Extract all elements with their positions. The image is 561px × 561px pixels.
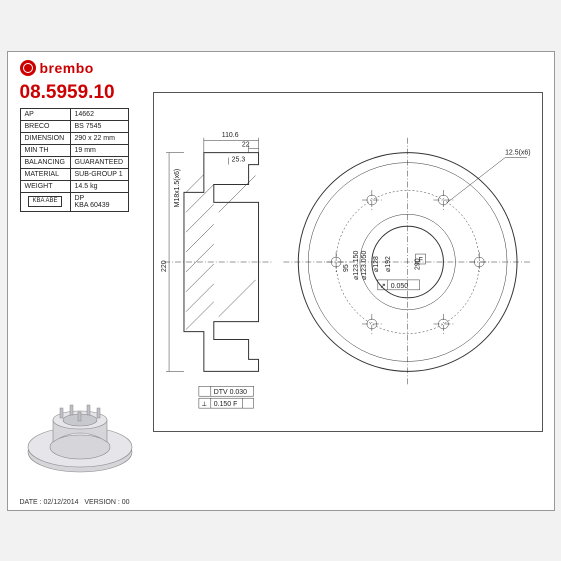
- dim-bolt-hole: 12.5(x6): [505, 149, 530, 156]
- footer: DATE : 02/12/2014 VERSION : 00: [20, 499, 130, 506]
- table-row: MATERIALSUB-GROUP 1: [20, 168, 128, 180]
- svg-text:⟂: ⟂: [201, 401, 206, 408]
- spec-value: BS 7545: [70, 120, 128, 132]
- spec-value: 14662: [70, 108, 128, 120]
- spec-value: 19 mm: [70, 144, 128, 156]
- date-label: DATE :: [20, 499, 42, 506]
- engineering-drawing: 110.6 22 25.3 M18x1.5(x6) 220 DTV 0.030: [153, 92, 543, 432]
- spec-label: AP: [20, 108, 70, 120]
- brembo-logo-icon: [20, 60, 36, 76]
- spec-label: BRECO: [20, 120, 70, 132]
- table-row: WEIGHT14.5 kg: [20, 180, 128, 192]
- isometric-view: [20, 392, 140, 482]
- table-row: KBA ABE DP KBA 60439: [20, 192, 128, 211]
- table-row: BALANCINGGUARANTEED: [20, 156, 128, 168]
- datum-f: F: [418, 257, 422, 264]
- gd-runout: 0.050: [390, 282, 408, 289]
- spec-label: BALANCING: [20, 156, 70, 168]
- version-value: 00: [122, 499, 130, 506]
- dim-thickness: 22: [241, 141, 249, 148]
- spec-label: WEIGHT: [20, 180, 70, 192]
- spec-label: MIN TH: [20, 144, 70, 156]
- part-number: 08.5959.10: [20, 82, 115, 104]
- table-row: MIN TH19 mm: [20, 144, 128, 156]
- table-row: AP14662: [20, 108, 128, 120]
- gd-flat: 0.150 F: [213, 401, 237, 408]
- dim-total-width: 110.6: [221, 131, 238, 138]
- dim-hub-offset: 25.3: [231, 156, 245, 163]
- version-label: VERSION :: [84, 499, 119, 506]
- spec-value: SUB-GROUP 1: [70, 168, 128, 180]
- dim-register: ⌀128: [372, 256, 379, 272]
- spec-label: MATERIAL: [20, 168, 70, 180]
- brand-block: brembo: [20, 60, 94, 76]
- spec-value: 14.5 kg: [70, 180, 128, 192]
- date-value: 02/12/2014: [44, 499, 79, 506]
- dp-label: DP: [75, 195, 124, 202]
- table-row: BRECOBS 7545: [20, 120, 128, 132]
- dim-hub-inner: 95: [343, 264, 350, 272]
- kba-badge: KBA ABE: [28, 196, 61, 207]
- dim-height: 220: [161, 260, 168, 272]
- dim-hub-id-u: ⌀123.150: [352, 250, 359, 279]
- dim-hub-id-l: ⌀123.050: [360, 250, 367, 279]
- drawing-sheet: brembo 08.5959.10 AP14662BRECOBS 7545DIM…: [7, 51, 555, 511]
- spec-table: AP14662BRECOBS 7545DIMENSION290 x 22 mmM…: [20, 108, 129, 212]
- svg-text:↗: ↗: [379, 282, 385, 289]
- spec-value: GUARANTEED: [70, 156, 128, 168]
- gd-dtv: DTV 0.030: [213, 389, 246, 396]
- dim-bolt-circle: ⌀192: [384, 256, 391, 272]
- spec-value: 290 x 22 mm: [70, 132, 128, 144]
- spec-label: DIMENSION: [20, 132, 70, 144]
- kba-badge-cell: KBA ABE: [20, 192, 70, 211]
- dp-value: KBA 60439: [75, 202, 124, 209]
- brand-name: brembo: [40, 60, 94, 76]
- table-row: DIMENSION290 x 22 mm: [20, 132, 128, 144]
- dp-cell: DP KBA 60439: [70, 192, 128, 211]
- dim-thread: M18x1.5(x6): [174, 168, 181, 207]
